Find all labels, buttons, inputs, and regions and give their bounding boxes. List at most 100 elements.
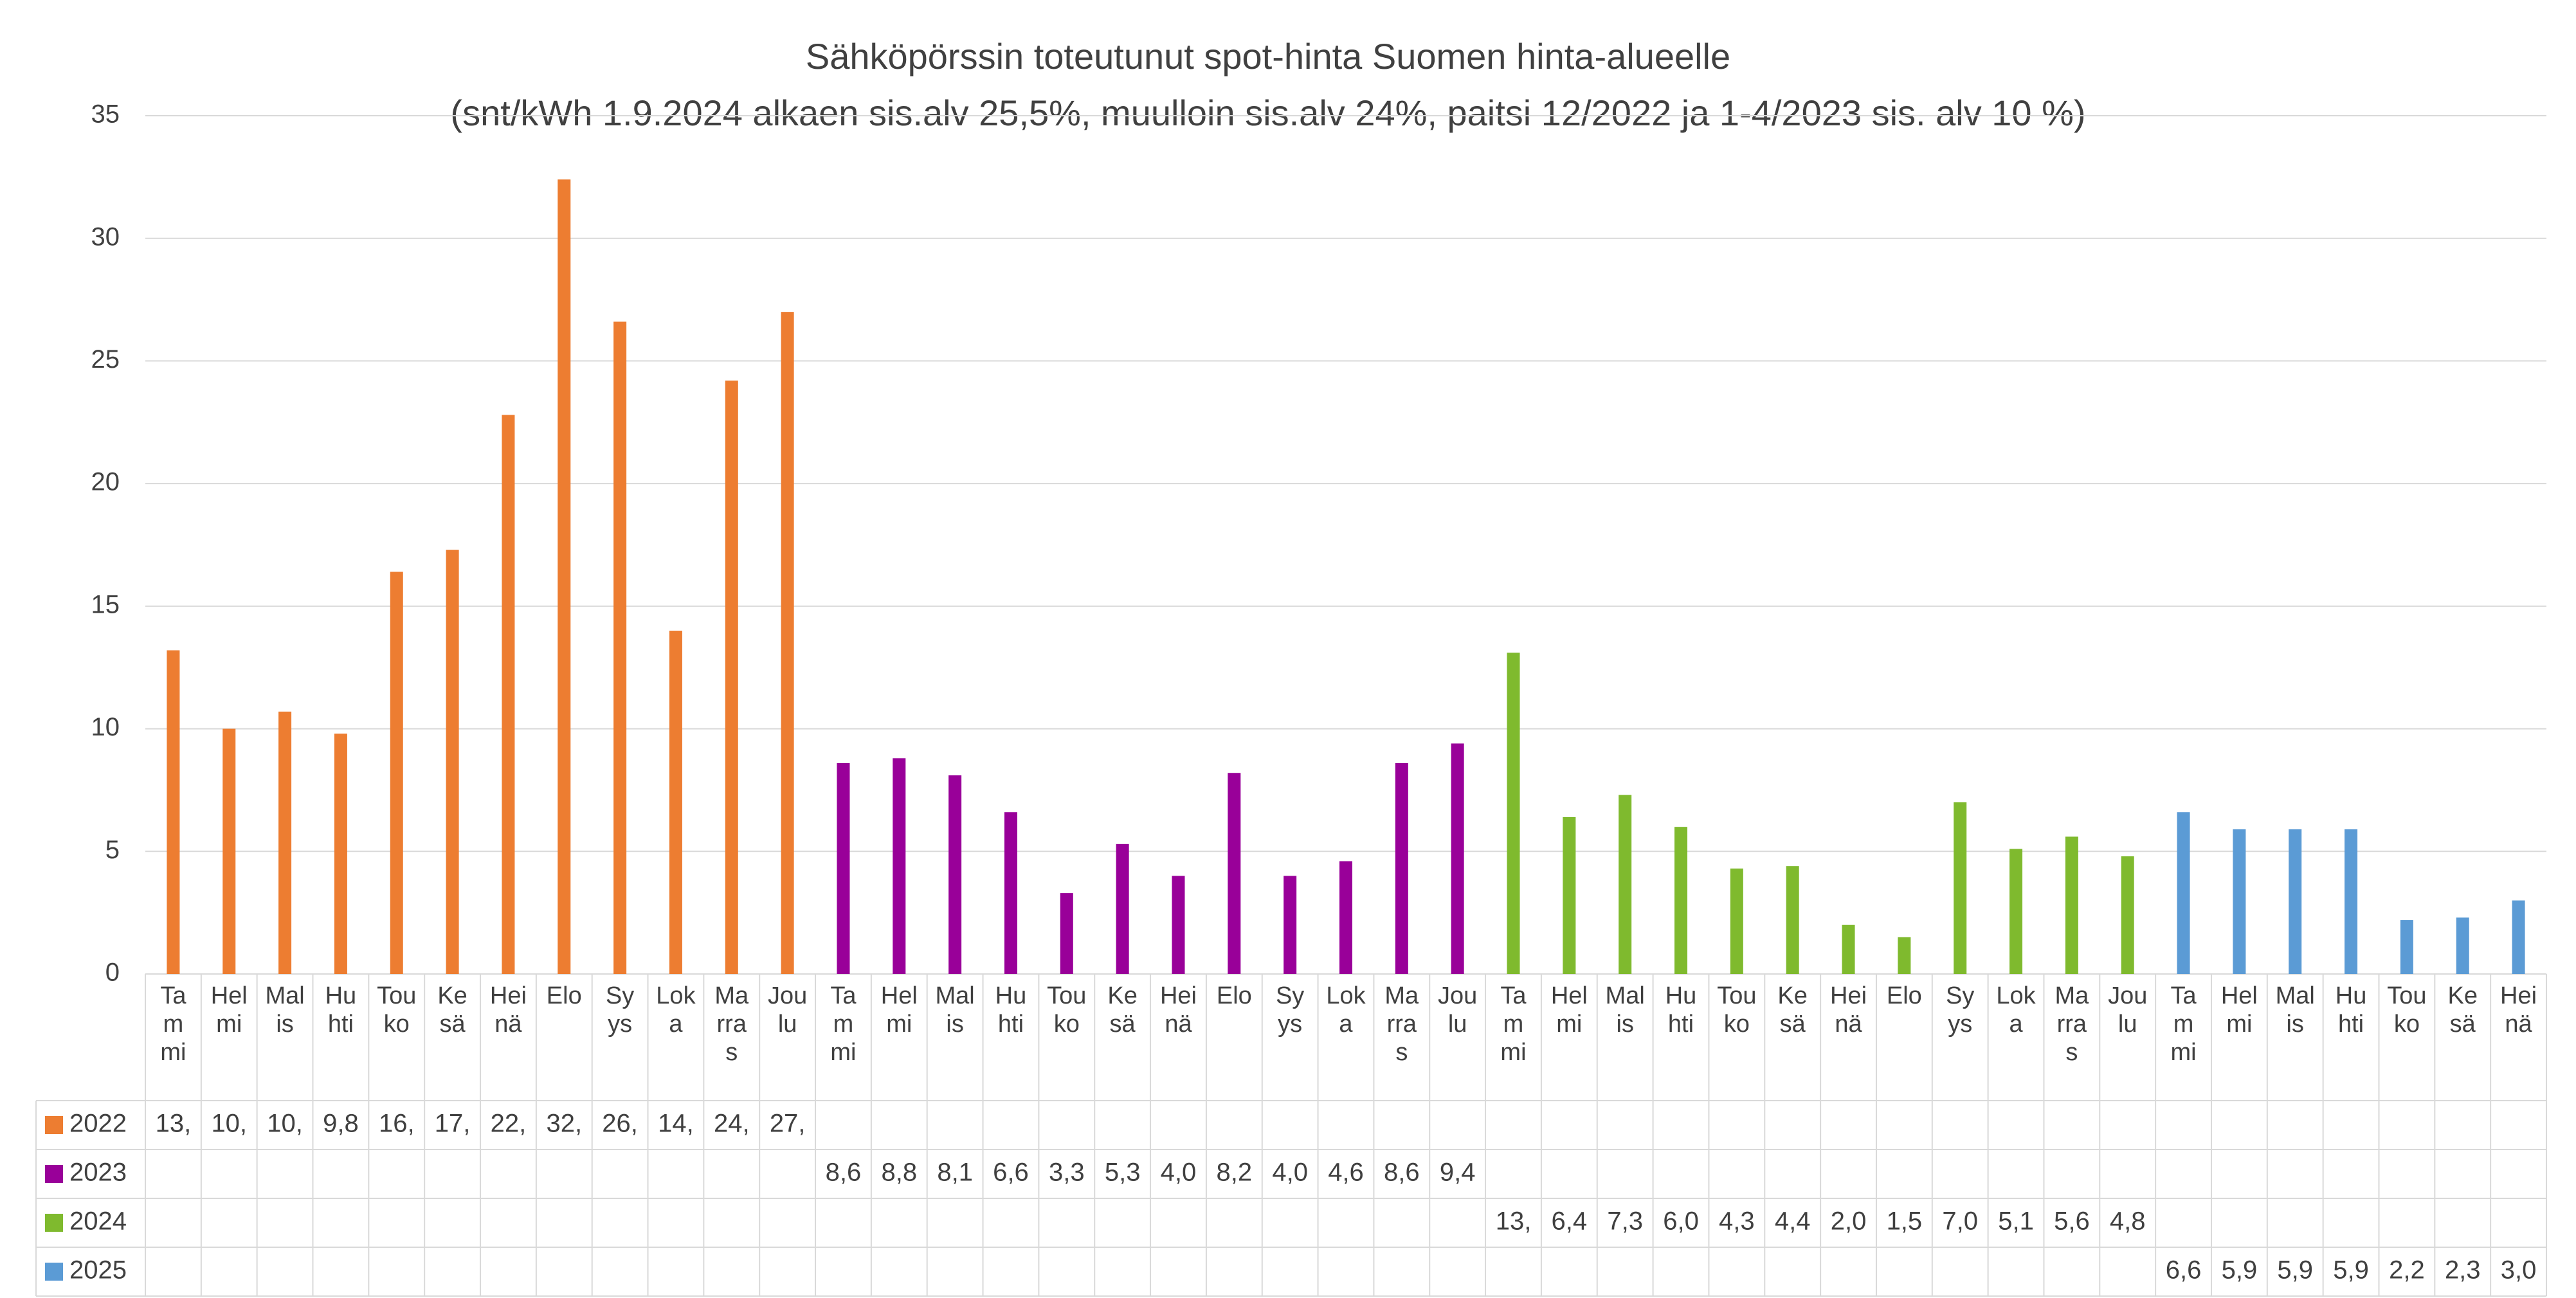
x-tick-label: Malis [265,982,305,1038]
x-tick-label: Malis [1605,982,1645,1038]
bar [948,775,962,974]
legend-swatch [45,1214,63,1232]
data-label: 9,4 [1440,1158,1476,1187]
x-tick-label-box: Joulu [2108,982,2148,1038]
bar [2345,829,2358,974]
x-tick-label: Heinä [1159,982,1197,1038]
bar [725,380,738,974]
data-label: 7,3 [1607,1207,1643,1236]
y-tick-label: 35 [91,100,120,129]
x-tick-label: Tammi [2170,982,2197,1066]
y-tick-label: 30 [91,222,120,251]
data-label: 5,6 [2054,1207,2090,1236]
data-label: 8,6 [826,1158,862,1187]
bar [2289,829,2302,974]
data-label: 14, [658,1110,694,1138]
x-tick-label: Malis [2275,982,2315,1038]
bar [1060,893,1073,974]
x-tick-label-box: Touko [1047,982,1086,1038]
x-tick-label: Tammi [830,982,857,1066]
x-tick-label: Syys [1946,982,1975,1038]
x-tick-label: Elo [546,982,582,1009]
x-tick-label: Helmi [210,982,248,1038]
legend-label: 2022 [69,1110,127,1138]
legend-swatch [45,1116,63,1134]
data-label: 13, [1496,1207,1532,1236]
x-tick-label-box: Helmi [2220,982,2258,1038]
data-label: 3,3 [1049,1158,1085,1187]
bar [167,650,180,974]
data-label: 5,1 [1998,1207,2034,1236]
x-tick-label: Huhti [2335,982,2367,1038]
bar [334,734,347,974]
data-label: 2,0 [1831,1207,1867,1236]
data-label: 6,0 [1663,1207,1699,1236]
bar [1898,937,1911,974]
chart-title: Sähköpörssin toteutunut spot-hinta Suome… [806,36,1730,77]
data-label: 5,9 [2333,1256,2369,1284]
x-tick-label: Syys [605,982,635,1038]
data-label: 6,6 [2166,1256,2202,1284]
bar [1507,653,1520,974]
legend-swatch [45,1263,63,1281]
bar [1283,876,1297,974]
x-tick-label-box: Syys [1946,982,1975,1038]
bar [1619,795,1632,974]
x-tick-label-box: Touko [2387,982,2426,1038]
x-tick-label: Heinä [2500,982,2537,1038]
y-tick-label: 25 [91,345,120,374]
bar [1172,876,1185,974]
x-tick-label: Tammi [160,982,186,1066]
x-tick-label: Helmi [880,982,918,1038]
bar [1674,827,1688,974]
bar [278,711,292,974]
x-tick-label-box: Tammi [830,982,857,1066]
x-tick-label: Elo [1886,982,1922,1009]
y-tick-label: 10 [91,713,120,741]
data-label: 26, [602,1110,638,1138]
x-tick-label-box: Huhti [995,982,1027,1038]
bar [390,572,403,974]
x-tick-label: Elo [1216,982,1252,1009]
x-tick-label-box: Tammi [2170,982,2197,1066]
data-label: 16, [379,1110,415,1138]
x-tick-label-box: Helmi [210,982,248,1038]
bar [502,415,515,974]
data-label: 4,8 [2110,1207,2146,1236]
x-tick-label: Joulu [1438,982,1478,1038]
bar [2009,849,2023,974]
bar [1842,924,1855,974]
bar [2065,836,2078,974]
x-tick-label: Joulu [2108,982,2148,1038]
bar [2177,812,2190,974]
x-tick-label: Helmi [2220,982,2258,1038]
x-tick-label: Touko [1717,982,1757,1038]
data-label: 2,2 [2389,1256,2425,1284]
x-tick-label: Kesä [2447,982,2478,1038]
data-label: 22, [491,1110,527,1138]
x-tick-label: Huhti [1665,982,1697,1038]
data-label: 5,9 [2277,1256,2313,1284]
x-tick-label-box: Elo [1886,982,1922,1009]
bar [222,728,236,974]
x-tick-label-box: Helmi [880,982,918,1038]
data-label: 8,2 [1217,1158,1253,1187]
x-tick-label: Kesä [1107,982,1138,1038]
x-tick-label-box: Heinä [2500,982,2537,1038]
x-tick-label: Huhti [325,982,357,1038]
x-tick-label-box: Malis [265,982,305,1038]
data-label: 4,3 [1719,1207,1755,1236]
x-tick-label: Loka [656,982,696,1038]
data-label: 8,6 [1384,1158,1420,1187]
bar [2512,900,2525,974]
x-tick-label-box: Heinä [1830,982,1867,1038]
data-label: 4,0 [1272,1158,1308,1187]
x-tick-label-box: Elo [1216,982,1252,1009]
bar [1116,843,1129,974]
y-tick-label: 0 [105,959,120,987]
bar [837,762,850,974]
x-tick-label-box: Kesä [1107,982,1138,1038]
x-tick-label: Marras [1384,982,1419,1066]
x-tick-label: Loka [1326,982,1366,1038]
